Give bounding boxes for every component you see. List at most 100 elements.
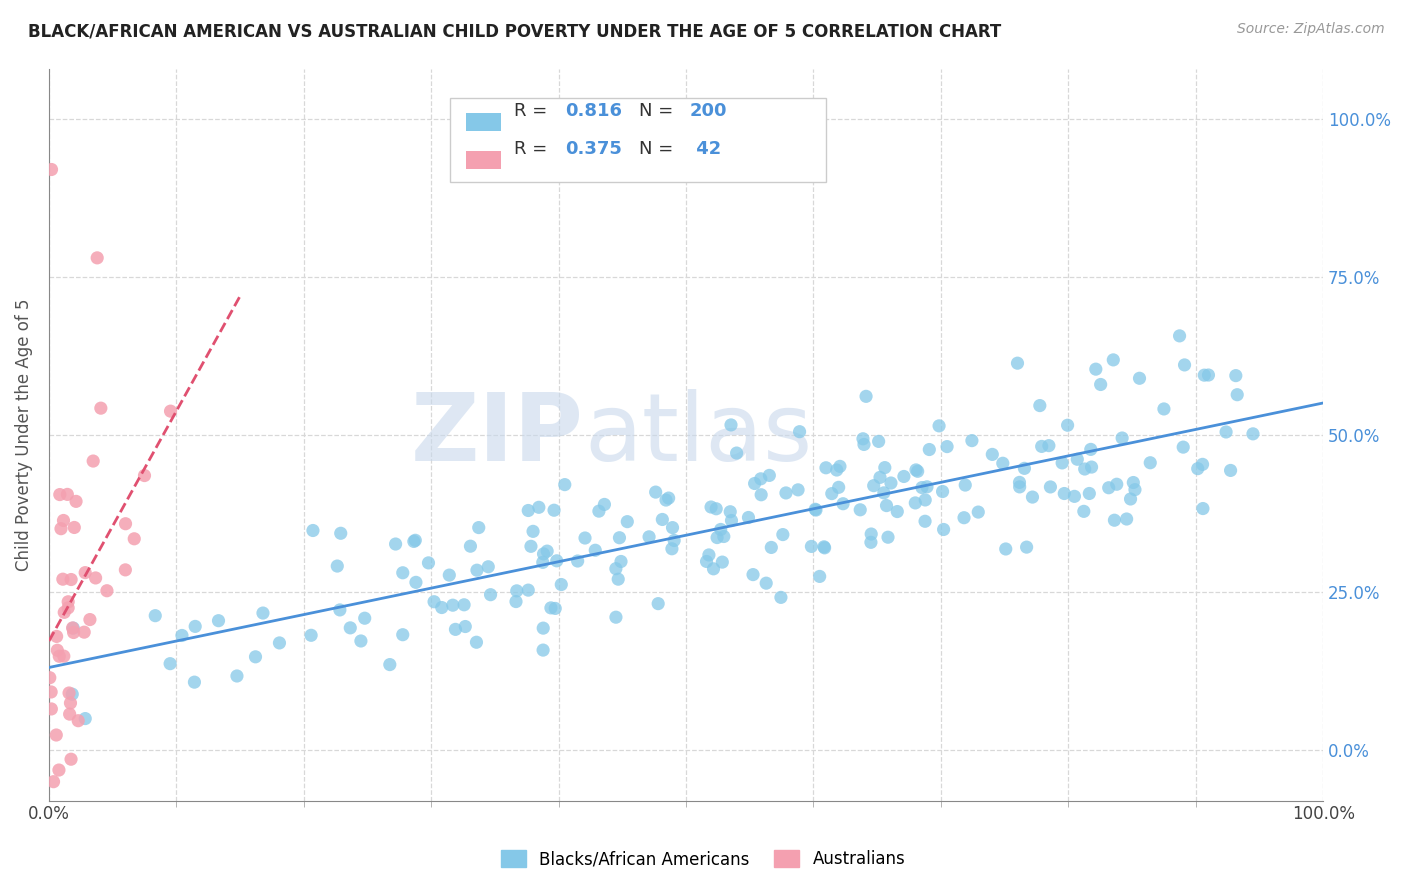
- Point: [967, 505, 990, 519]
- Point: [1168, 329, 1191, 343]
- Text: atlas: atlas: [583, 389, 813, 481]
- Point: [749, 472, 772, 486]
- Point: [873, 486, 896, 500]
- Point: [605, 610, 627, 624]
- Point: [1194, 368, 1216, 383]
- Point: [48, 649, 70, 664]
- Point: [849, 503, 872, 517]
- Point: [60, 752, 83, 766]
- Point: [873, 460, 896, 475]
- Point: [616, 515, 638, 529]
- Point: [465, 635, 488, 649]
- Point: [661, 520, 683, 534]
- Point: [1187, 461, 1209, 475]
- FancyBboxPatch shape: [450, 98, 827, 182]
- Point: [52, 572, 75, 586]
- Point: [697, 548, 720, 562]
- Point: [1008, 475, 1031, 490]
- Point: [1241, 426, 1264, 441]
- Point: [761, 541, 783, 555]
- Point: [804, 502, 827, 516]
- Point: [544, 601, 567, 615]
- Point: [90, 401, 112, 416]
- Point: [1073, 462, 1095, 476]
- Point: [62, 621, 84, 635]
- Point: [41, 162, 63, 177]
- Point: [453, 598, 475, 612]
- Point: [869, 470, 891, 484]
- Point: [527, 500, 550, 515]
- Point: [1111, 431, 1133, 445]
- Point: [638, 530, 661, 544]
- Point: [423, 595, 446, 609]
- Point: [1102, 352, 1125, 367]
- Point: [755, 576, 778, 591]
- Point: [45, 629, 67, 643]
- Point: [1104, 513, 1126, 527]
- Point: [720, 514, 742, 528]
- Point: [789, 425, 811, 439]
- FancyBboxPatch shape: [465, 113, 502, 131]
- Point: [477, 559, 499, 574]
- Point: [651, 512, 673, 526]
- Point: [1115, 512, 1137, 526]
- Point: [702, 562, 724, 576]
- Point: [852, 437, 875, 451]
- Point: [804, 503, 827, 517]
- Point: [662, 533, 685, 548]
- Point: [609, 531, 631, 545]
- Point: [329, 526, 352, 541]
- Point: [655, 493, 678, 508]
- Point: [904, 496, 927, 510]
- Point: [56, 595, 79, 609]
- Text: R =: R =: [515, 102, 553, 120]
- Point: [1153, 401, 1175, 416]
- Point: [454, 619, 477, 633]
- Point: [991, 456, 1014, 470]
- Point: [1226, 387, 1249, 401]
- Point: [52, 513, 75, 527]
- Point: [62, 625, 84, 640]
- Point: [96, 583, 118, 598]
- Text: N =: N =: [638, 102, 679, 120]
- Point: [329, 603, 352, 617]
- Point: [825, 463, 848, 477]
- Point: [1105, 477, 1128, 491]
- Point: [1066, 452, 1088, 467]
- Point: [554, 477, 576, 491]
- Point: [711, 555, 734, 569]
- Point: [75, 566, 97, 580]
- Point: [749, 488, 772, 502]
- Point: [893, 469, 915, 483]
- Point: [245, 649, 267, 664]
- Point: [955, 478, 977, 492]
- Point: [647, 597, 669, 611]
- Point: [832, 497, 855, 511]
- Point: [860, 527, 883, 541]
- Point: [402, 534, 425, 549]
- Point: [1173, 440, 1195, 454]
- Point: [143, 608, 166, 623]
- Point: [58, 686, 80, 700]
- Point: [1084, 362, 1107, 376]
- Point: [84, 571, 107, 585]
- Point: [49, 522, 72, 536]
- Point: [1128, 371, 1150, 385]
- Point: [184, 619, 207, 633]
- Point: [550, 577, 572, 591]
- Point: [593, 498, 616, 512]
- Point: [1191, 458, 1213, 472]
- Point: [744, 476, 766, 491]
- Point: [326, 559, 349, 574]
- Point: [56, 487, 79, 501]
- Text: 42: 42: [690, 140, 721, 158]
- Point: [418, 556, 440, 570]
- Point: [981, 447, 1004, 461]
- Point: [775, 486, 797, 500]
- Point: [299, 628, 322, 642]
- Point: [1198, 368, 1220, 382]
- Point: [658, 491, 681, 505]
- Point: [742, 567, 765, 582]
- Point: [522, 524, 544, 539]
- Point: [114, 563, 136, 577]
